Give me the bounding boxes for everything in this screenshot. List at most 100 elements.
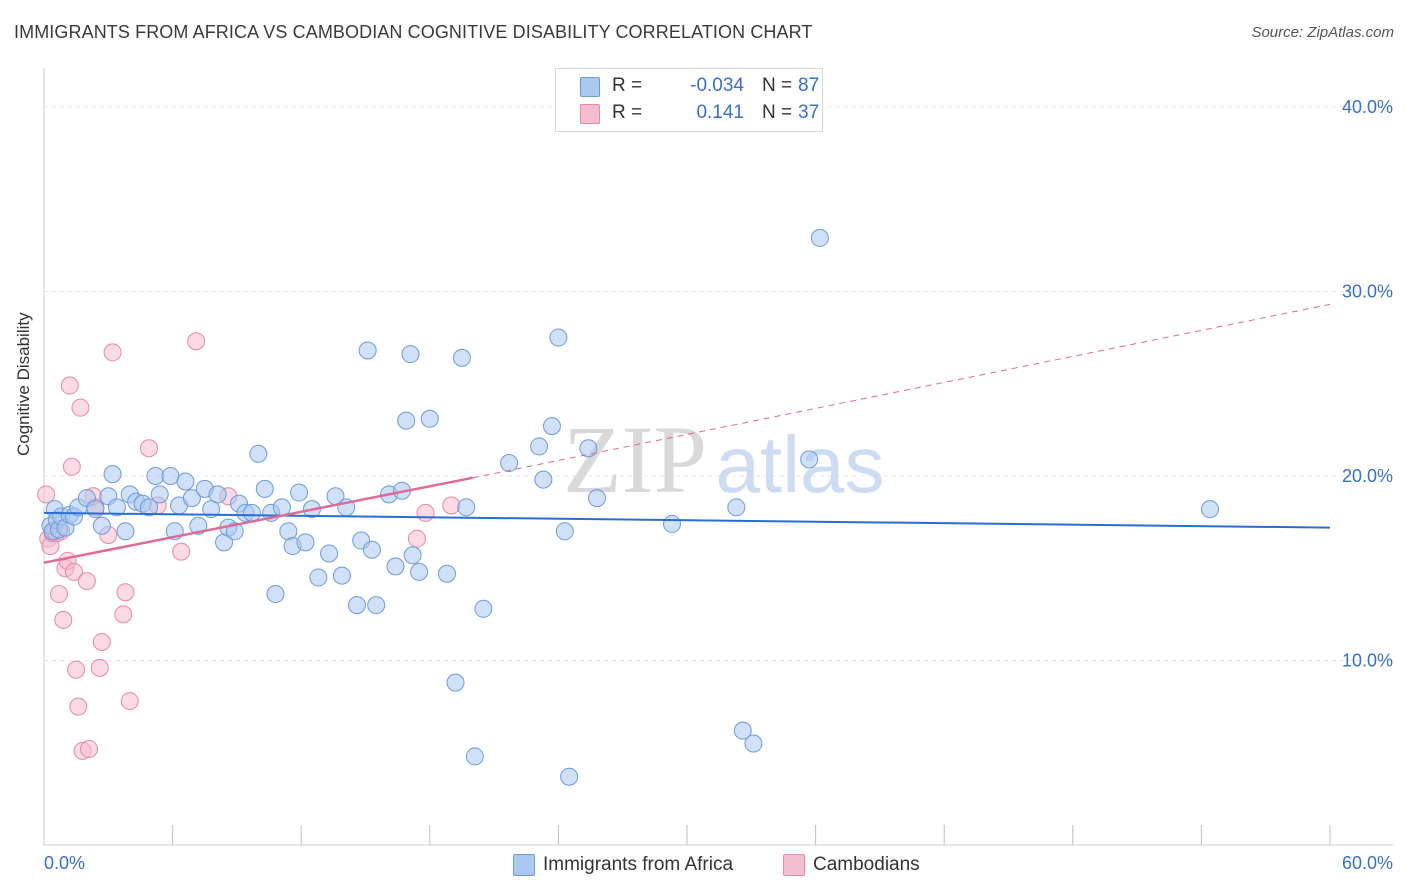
africa-point — [727, 498, 746, 517]
trend-lines — [43, 303, 1331, 564]
africa-point — [744, 734, 763, 753]
africa-point — [92, 516, 111, 535]
africa-point — [332, 566, 351, 585]
chart-title: IMMIGRANTS FROM AFRICA VS CAMBODIAN COGN… — [14, 22, 813, 42]
gridlines — [44, 106, 1393, 661]
africa-point — [810, 228, 829, 247]
africa-point — [103, 465, 122, 484]
africa-point — [587, 489, 606, 508]
n-label: N = — [762, 75, 793, 96]
cambodians-point — [92, 633, 111, 652]
africa-point — [555, 522, 574, 541]
africa-point — [116, 522, 135, 541]
cambodians-point — [80, 740, 99, 759]
legend-swatch-africa — [513, 854, 535, 876]
africa-point — [242, 503, 261, 522]
cambodians-point — [77, 572, 96, 591]
y-tick-label: 10.0% — [1342, 650, 1393, 670]
cambodians-point — [62, 457, 81, 476]
source-note: Source: ZipAtlas.com — [1251, 24, 1394, 41]
watermark-atlas: atlas — [716, 420, 885, 509]
africa-point — [579, 439, 598, 458]
cambodians-point — [140, 439, 159, 458]
africa-point — [255, 479, 274, 498]
cambodians-point — [120, 692, 139, 711]
africa-point — [107, 498, 126, 517]
cambodians-point — [172, 542, 191, 561]
x-tick-label-max: 60.0% — [1342, 853, 1393, 873]
africa-point — [367, 596, 386, 615]
cambodians-point — [69, 697, 88, 716]
africa-point — [86, 500, 105, 519]
cambodians-point — [416, 503, 435, 522]
cambodians-trend-extension — [472, 303, 1331, 479]
africa-point — [208, 485, 227, 504]
legend-label-africa: Immigrants from Africa — [543, 854, 734, 875]
watermark-zip: ZIP — [563, 406, 707, 513]
cambodians-point — [103, 343, 122, 362]
cambodians-point — [90, 658, 109, 677]
africa-point — [161, 466, 180, 485]
cambodians-point — [60, 376, 79, 395]
cambodians-point — [37, 485, 56, 504]
africa-point — [542, 417, 561, 436]
cambodians-points — [37, 332, 461, 760]
africa-point — [474, 599, 493, 618]
cambodians-point — [187, 332, 206, 351]
cambodians-point — [65, 562, 84, 581]
r-label: R = — [612, 75, 643, 96]
x-tick-label-min: 0.0% — [44, 853, 85, 873]
n-label: N = — [762, 102, 793, 123]
legend-label-cambodians: Cambodians — [813, 854, 920, 875]
n-value-africa: 87 — [798, 75, 820, 96]
africa-point — [410, 562, 429, 581]
africa-point — [362, 540, 381, 559]
africa-point — [401, 345, 420, 364]
africa-point — [296, 533, 315, 552]
africa-point — [437, 564, 456, 583]
africa-point — [225, 522, 244, 541]
africa-point — [290, 483, 309, 502]
r-label: R = — [612, 102, 643, 123]
cambodians-point — [71, 398, 90, 417]
africa-swatch — [580, 77, 600, 97]
africa-point — [266, 585, 285, 604]
africa-point — [733, 721, 752, 740]
cambodians-point — [114, 605, 133, 624]
africa-point — [662, 514, 681, 533]
cambodians-point — [54, 610, 73, 629]
africa-point — [530, 437, 549, 456]
cambodians-point — [116, 583, 135, 602]
africa-point — [560, 767, 579, 786]
africa-point — [386, 557, 405, 576]
africa-point — [347, 596, 366, 615]
y-tick-label: 20.0% — [1342, 466, 1393, 486]
cambodians-point — [50, 585, 69, 604]
africa-point — [309, 568, 328, 587]
r-value-africa: -0.034 — [690, 75, 744, 96]
africa-point — [182, 489, 201, 508]
cambodians-point — [442, 496, 461, 515]
y-tick-label: 30.0% — [1342, 281, 1393, 301]
y-tick-labels: 10.0% 20.0% 30.0% 40.0% — [1342, 97, 1393, 671]
africa-point — [176, 472, 195, 491]
africa-point — [420, 409, 439, 428]
africa-point — [452, 348, 471, 367]
legend-swatch-cambodians — [783, 854, 805, 876]
africa-point — [1200, 500, 1219, 519]
africa-trend-line — [43, 511, 1331, 529]
axes — [43, 68, 1393, 846]
cambodians-point — [407, 529, 426, 548]
africa-point — [249, 444, 268, 463]
africa-point — [549, 328, 568, 347]
cambodians-trend-line — [43, 476, 473, 564]
cambodians-swatch — [580, 104, 600, 124]
cambodians-point — [67, 660, 86, 679]
africa-point — [320, 544, 339, 563]
africa-point — [397, 411, 416, 430]
africa-point — [465, 747, 484, 766]
africa-point — [800, 450, 819, 469]
africa-point — [146, 466, 165, 485]
africa-point — [403, 546, 422, 565]
